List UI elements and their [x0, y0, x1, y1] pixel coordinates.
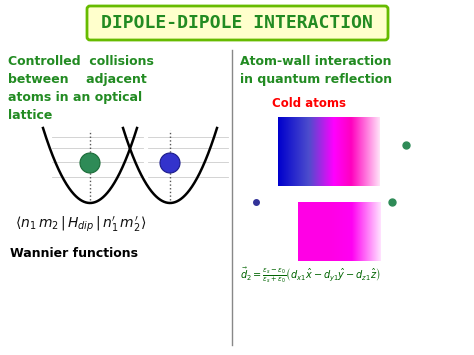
- Ellipse shape: [160, 153, 180, 173]
- Text: DIPOLE-DIPOLE INTERACTION: DIPOLE-DIPOLE INTERACTION: [101, 14, 373, 32]
- Text: Wannier functions: Wannier functions: [10, 247, 138, 260]
- Text: $\langle n_1\, m_2\, |\, H_{dip}\, |\, n_1^{\prime}\, m_2^{\prime} \rangle$: $\langle n_1\, m_2\, |\, H_{dip}\, |\, n…: [15, 215, 146, 235]
- FancyBboxPatch shape: [87, 6, 388, 40]
- Text: $\vec{d}_2 = \frac{\varepsilon_s - \varepsilon_0}{\varepsilon_s + \varepsilon_0}: $\vec{d}_2 = \frac{\varepsilon_s - \vare…: [240, 265, 381, 285]
- Text: Controlled  collisions
between    adjacent
atoms in an optical
lattice: Controlled collisions between adjacent a…: [8, 55, 154, 122]
- Text: Atom-wall interaction
in quantum reflection: Atom-wall interaction in quantum reflect…: [240, 55, 392, 86]
- Ellipse shape: [80, 153, 100, 173]
- Text: Cold atoms: Cold atoms: [272, 97, 346, 110]
